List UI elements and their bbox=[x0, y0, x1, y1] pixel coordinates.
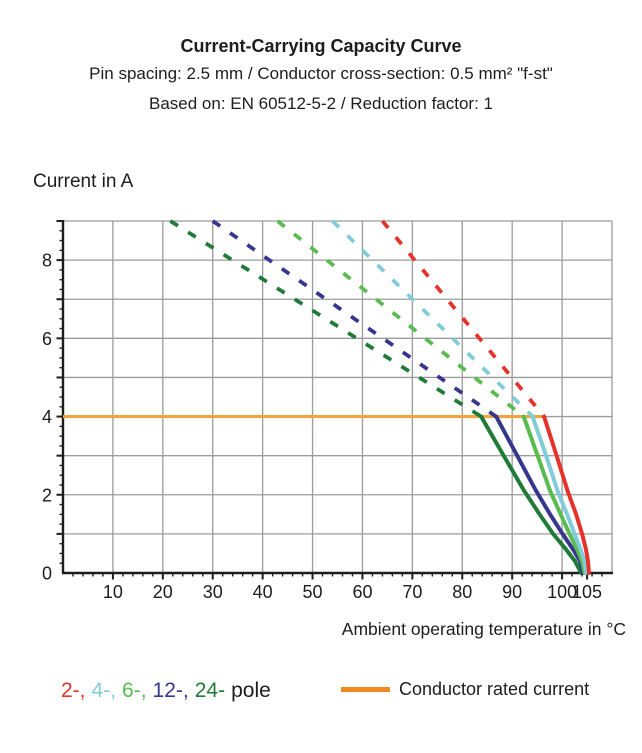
y-tick-label: 8 bbox=[42, 251, 52, 271]
legend-token: 4-, bbox=[91, 679, 117, 702]
legend-token: 2-, bbox=[61, 679, 86, 702]
x-tick-label: 80 bbox=[452, 582, 472, 602]
series-6-pole-solid bbox=[521, 414, 587, 575]
legend-token: pole bbox=[231, 679, 271, 702]
y-tick-label: 6 bbox=[42, 329, 52, 349]
x-tick-label: 60 bbox=[352, 582, 372, 602]
series-24-pole-dashed bbox=[169, 219, 483, 419]
rated-current-line-swatch bbox=[341, 687, 390, 692]
x-axis-label: Ambient operating temperature in °C bbox=[341, 619, 626, 639]
x-tick-label: 100 bbox=[547, 582, 577, 602]
legend-token: 24- bbox=[194, 679, 226, 702]
legend-token: 12-, bbox=[152, 679, 189, 702]
series-12-pole-solid bbox=[494, 414, 586, 575]
x-tick-label: 30 bbox=[203, 582, 223, 602]
legend-token: 6-, bbox=[122, 679, 147, 702]
series-2-pole-solid bbox=[542, 414, 591, 575]
y-axis-label: Current in A bbox=[33, 171, 134, 192]
series-12-pole-dashed bbox=[211, 219, 498, 419]
x-tick-label: 50 bbox=[303, 582, 323, 602]
y-tick-label: 0 bbox=[42, 564, 52, 584]
x-tick-label: 40 bbox=[253, 582, 273, 602]
x-tick-label: 90 bbox=[502, 582, 522, 602]
series-24-pole-solid bbox=[479, 414, 584, 575]
y-tick-label: 2 bbox=[42, 485, 52, 505]
chart-subtitle-standard: Based on: EN 60512-5-2 / Reduction facto… bbox=[149, 94, 493, 113]
series-4-pole-solid bbox=[530, 414, 588, 575]
chart-header: Current-Carrying Capacity Curve Pin spac… bbox=[0, 33, 642, 119]
x-tick-label: 70 bbox=[402, 582, 422, 602]
series-2-pole-dashed bbox=[380, 219, 546, 418]
y-tick-label: 4 bbox=[42, 407, 52, 427]
rated-current-label: Conductor rated current bbox=[399, 679, 590, 699]
series-4-pole-dashed bbox=[331, 219, 534, 418]
legend-pole-counts: 2-, 4-, 6-, 12-, 24- pole bbox=[61, 679, 277, 703]
chart-subtitle-spacing: Pin spacing: 2.5 mm / Conductor cross-se… bbox=[89, 64, 553, 83]
x-tick-label: 20 bbox=[153, 582, 173, 602]
legend-rated-current: Conductor rated current bbox=[341, 679, 589, 700]
x-tick-label: 10 bbox=[103, 582, 123, 602]
x-tick-label: 105 bbox=[572, 582, 602, 602]
chart-title: Current-Carrying Capacity Curve bbox=[180, 36, 462, 56]
series-6-pole-dashed bbox=[276, 219, 525, 419]
